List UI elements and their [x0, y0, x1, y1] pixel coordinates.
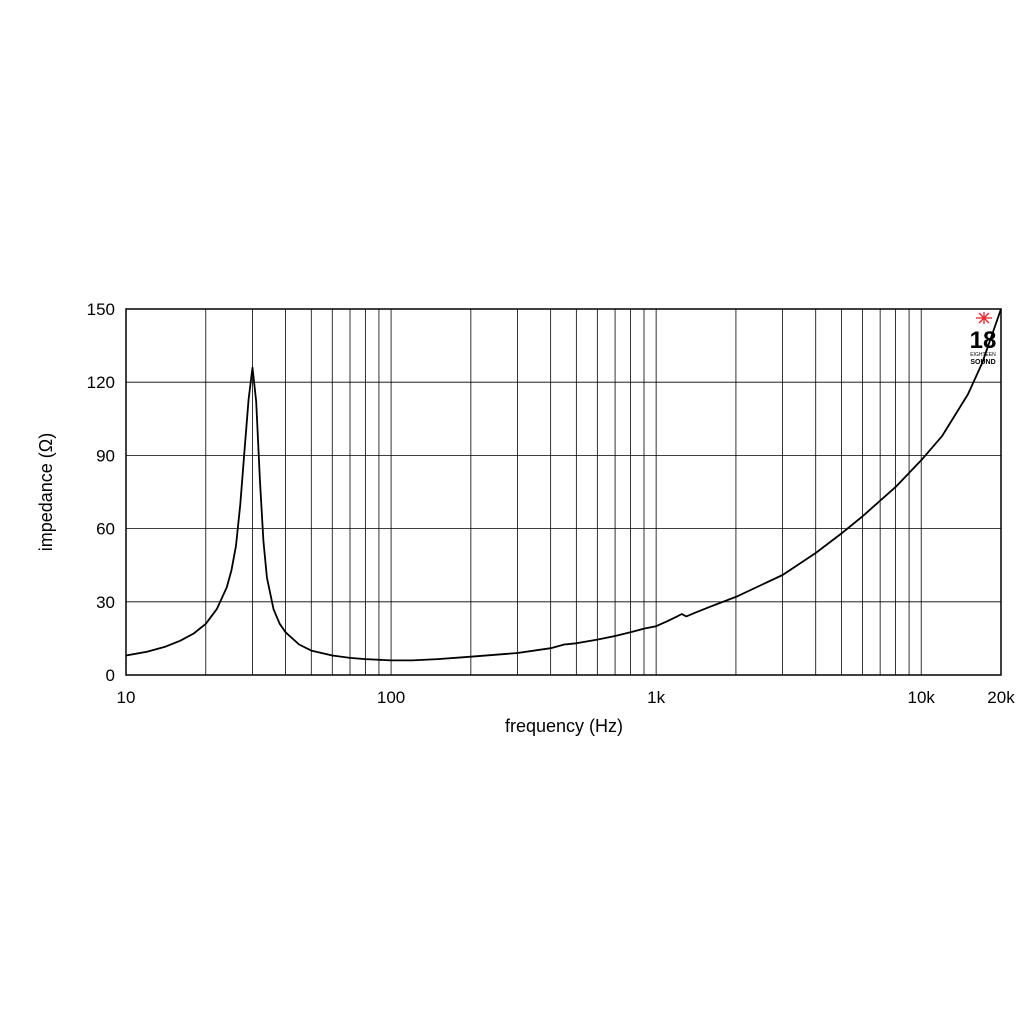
x-axis-label: frequency (Hz): [505, 716, 623, 736]
y-tick-labels: 0 30 60 90 120 150: [87, 300, 115, 685]
y-tick-label: 150: [87, 300, 115, 319]
x-tick-label: 20k: [987, 688, 1015, 707]
y-tick-label: 60: [96, 520, 115, 539]
impedance-curve: [125, 308, 1002, 662]
logo-line2: SOUND: [970, 359, 995, 366]
logo-line1: EIGHTEEN: [970, 352, 996, 358]
y-tick-label: 90: [96, 446, 115, 465]
plot-frame: [125, 308, 1002, 676]
x-tick-label: 10k: [907, 688, 935, 707]
brand-logo: 18 EIGHTEEN SOUND: [970, 312, 997, 366]
star-icon: [976, 312, 992, 324]
x-tick-label: 100: [377, 688, 405, 707]
x-tick-label: 1k: [647, 688, 665, 707]
y-tick-label: 30: [96, 593, 115, 612]
grid: [126, 309, 1001, 675]
x-tick-labels: 10 100 1k 10k 20k: [117, 688, 1016, 707]
logo-mark: 18: [970, 327, 997, 354]
y-tick-label: 120: [87, 373, 115, 392]
y-tick-label: 0: [106, 666, 115, 685]
y-axis-label: impedance (Ω): [36, 433, 56, 552]
series-group: [125, 308, 1002, 662]
x-tick-label: 10: [117, 688, 136, 707]
